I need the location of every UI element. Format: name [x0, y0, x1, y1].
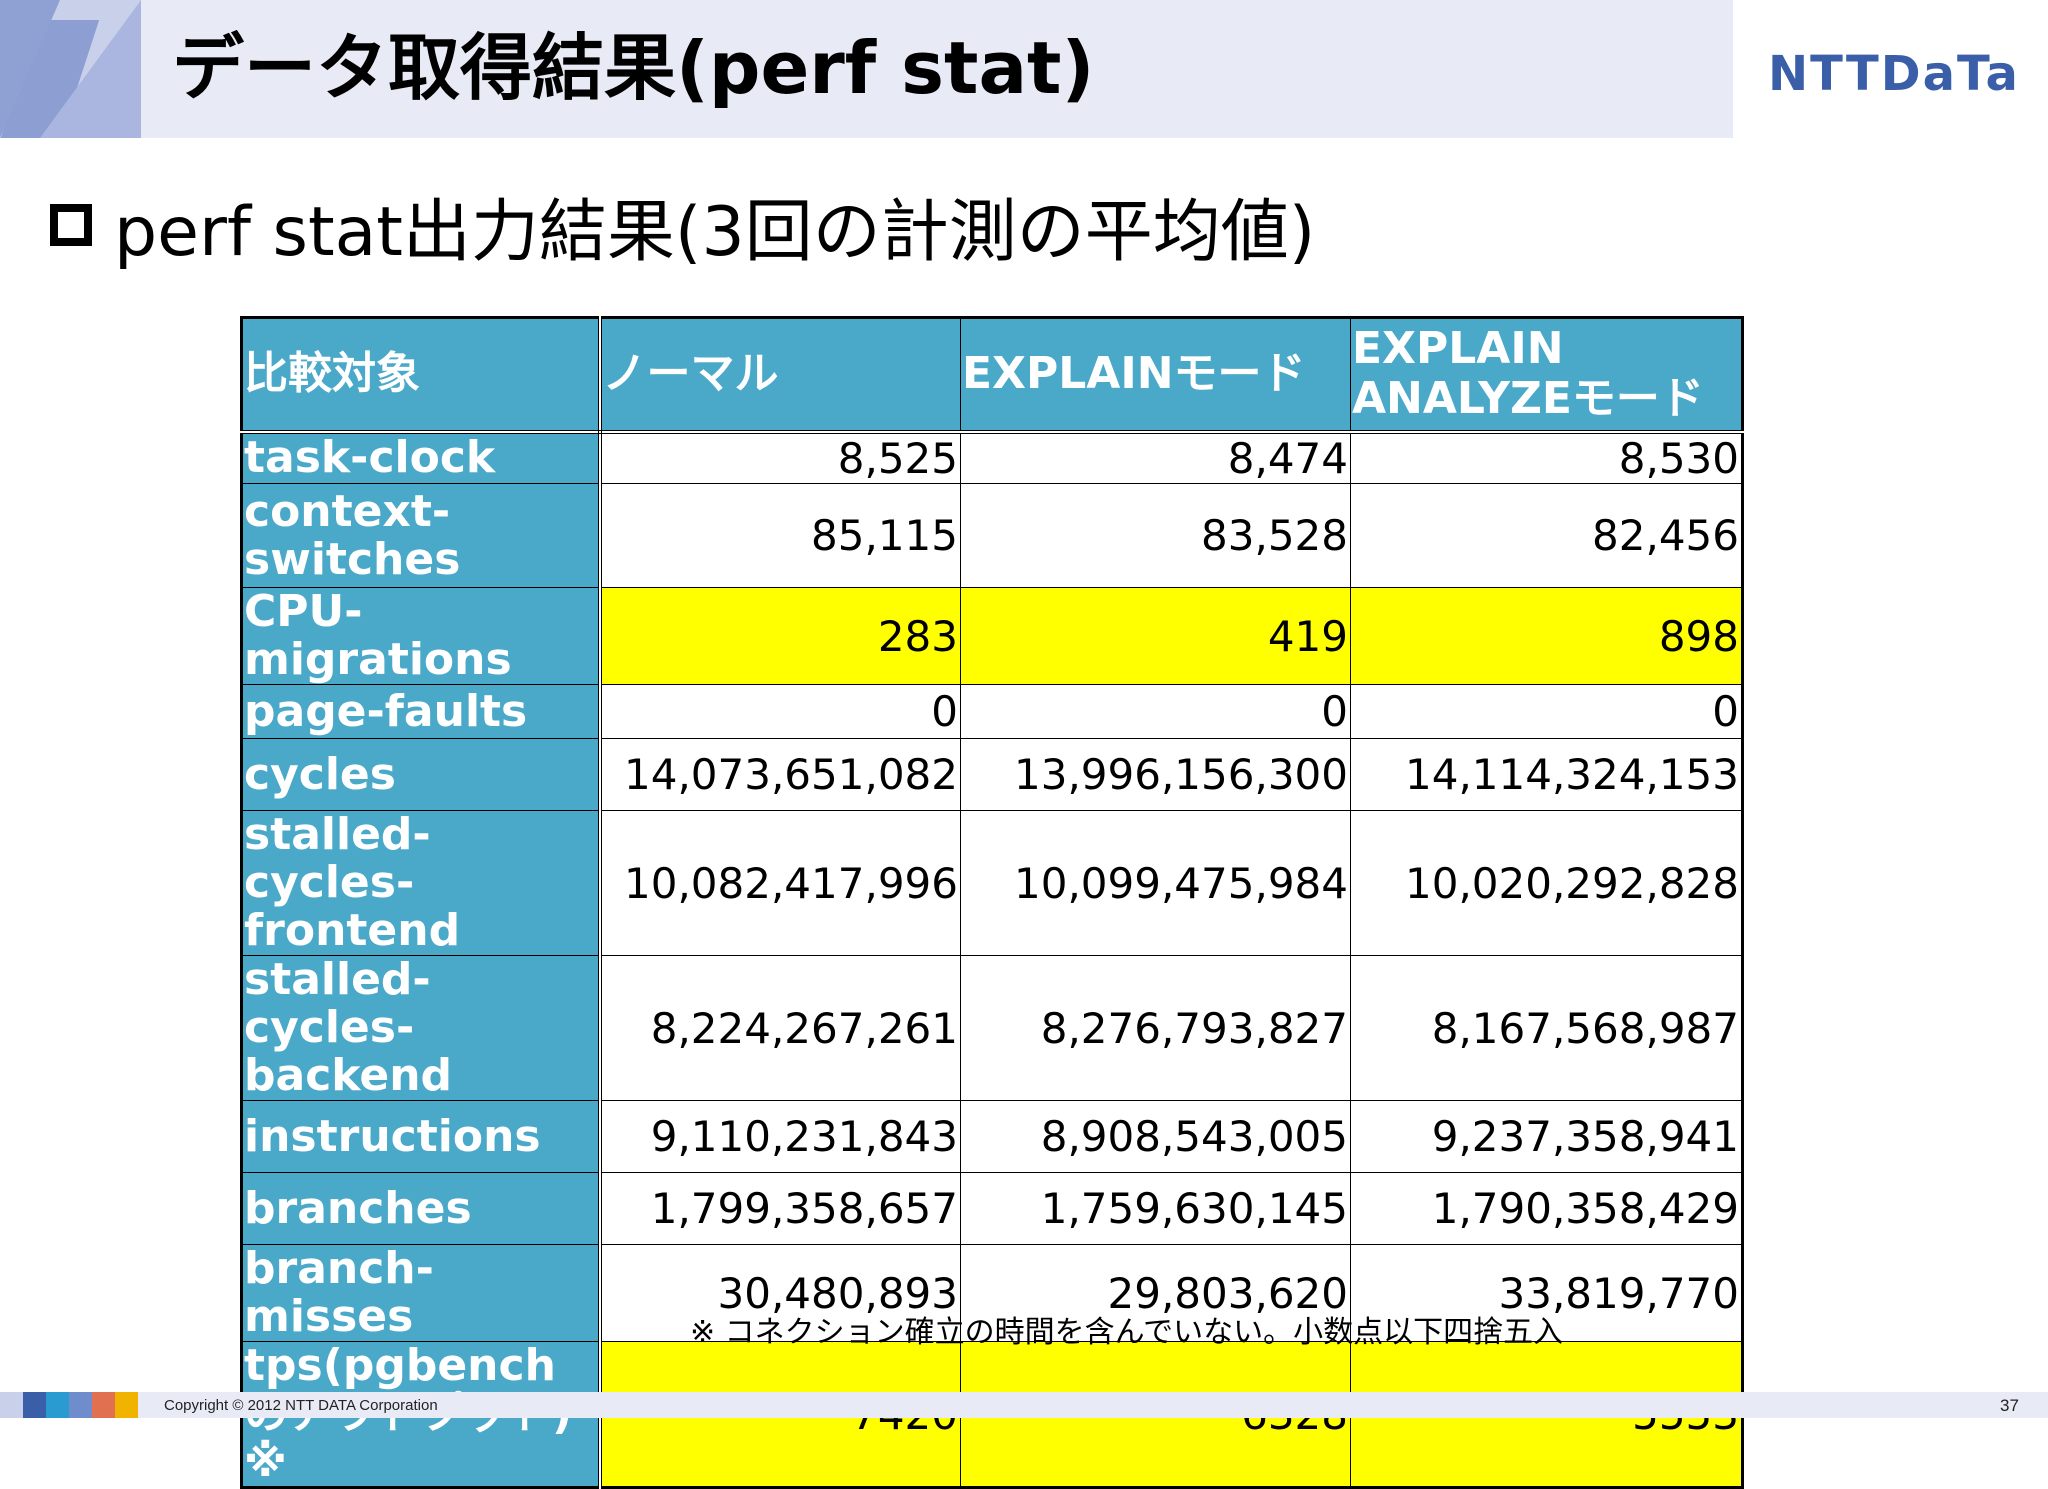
subtitle: perf stat出力結果(3回の計測の平均値)	[50, 180, 1315, 272]
table-cell: 13,996,156,300	[960, 738, 1351, 811]
table-cell: 1,790,358,429	[1350, 1172, 1743, 1245]
row-label: stalled-cycles-frontend	[241, 810, 602, 956]
table-row: cycles 14,073,651,082 13,996,156,300 14,114…	[241, 738, 1743, 811]
table-cell: 9,237,358,941	[1350, 1100, 1743, 1173]
footnote: ※ コネクション確立の時間を含んでいない。小数点以下四捨五入	[690, 1315, 1564, 1350]
page-number: 37	[2000, 1396, 2019, 1415]
table-cell: 8,167,568,987	[1350, 955, 1743, 1101]
table-cell: 1,759,630,145	[960, 1172, 1351, 1245]
slide-title: データ取得結果(perf stat)	[172, 26, 1095, 110]
table-row: stalled-cycles-backend 8,224,267,261 8,276…	[241, 955, 1743, 1101]
row-label: branch-misses	[241, 1244, 602, 1342]
table-cell: 82,456	[1350, 483, 1743, 588]
table-cell: 14,073,651,082	[599, 738, 961, 811]
table-header: EXPLAINモード	[960, 317, 1351, 434]
row-label: task-clock	[241, 431, 602, 484]
table-row: task-clock 8,525 8,474 8,530	[241, 431, 1743, 484]
row-label: branches	[241, 1172, 602, 1245]
table-cell: 0	[599, 684, 961, 739]
table-row: page-faults 0 0 0	[241, 684, 1743, 739]
table-cell: 10,020,292,828	[1350, 810, 1743, 956]
table-cell: 0	[960, 684, 1351, 739]
table-cell: 419	[960, 587, 1351, 685]
table-cell: 898	[1350, 587, 1743, 685]
perf-stat-table: 比較対象 ノーマル EXPLAINモード EXPLAIN ANALYZEモード …	[240, 316, 1744, 1489]
table-cell: 10,082,417,996	[599, 810, 961, 956]
table-row: branch-misses 30,480,893 29,803,620 33,819,…	[241, 1244, 1743, 1342]
row-label: instructions	[241, 1100, 602, 1173]
table-cell: 85,115	[599, 483, 961, 588]
table-cell: 10,099,475,984	[960, 810, 1351, 956]
table-cell: 0	[1350, 684, 1743, 739]
table-cell: 14,114,324,153	[1350, 738, 1743, 811]
ntt-data-logo: NTTDaTa	[1768, 46, 2020, 102]
table-header: 比較対象	[241, 317, 602, 434]
table-cell: 8,530	[1350, 431, 1743, 484]
table-row: instructions 9,110,231,843 8,908,543,005 9,…	[241, 1100, 1743, 1173]
header-band: データ取得結果(perf stat) NTTDaTa	[0, 0, 2048, 138]
row-label: page-faults	[241, 684, 602, 739]
table-cell: 8,908,543,005	[960, 1100, 1351, 1173]
table-row: branches 1,799,358,657 1,759,630,145 1,790,…	[241, 1172, 1743, 1245]
table-cell: 8,276,793,827	[960, 955, 1351, 1101]
copyright: Copyright © 2012 NTT DATA Corporation	[164, 1397, 438, 1414]
logo-area	[1733, 0, 2048, 138]
subtitle-text: perf stat出力結果(3回の計測の平均値)	[114, 192, 1316, 272]
row-label: CPU-migrations	[241, 587, 602, 685]
table-cell: 8,224,267,261	[599, 955, 961, 1101]
table-cell: 283	[599, 587, 961, 685]
table-row: stalled-cycles-frontend 10,082,417,996 10,…	[241, 810, 1743, 956]
square-bullet-icon	[50, 204, 92, 246]
footer-color-swatches	[0, 1392, 138, 1418]
row-label: cycles	[241, 738, 602, 811]
header-decoration	[0, 0, 141, 138]
row-label: stalled-cycles-backend	[241, 955, 602, 1101]
table-cell: 33,819,770	[1350, 1244, 1743, 1342]
table-cell: 83,528	[960, 483, 1351, 588]
row-label: context-switches	[241, 483, 602, 588]
table-cell: 29,803,620	[960, 1244, 1351, 1342]
table-header: EXPLAIN ANALYZEモード	[1350, 317, 1743, 434]
table-header: ノーマル	[599, 317, 961, 434]
table-cell: 30,480,893	[599, 1244, 961, 1342]
footer-band	[0, 1392, 2048, 1418]
table-cell: 9,110,231,843	[599, 1100, 961, 1173]
table-row: CPU-migrations 283 419 898	[241, 587, 1743, 685]
table-cell: 8,474	[960, 431, 1351, 484]
table-cell: 1,799,358,657	[599, 1172, 961, 1245]
table-row: context-switches 85,115 83,528 82,456	[241, 483, 1743, 588]
table-cell: 8,525	[599, 431, 961, 484]
